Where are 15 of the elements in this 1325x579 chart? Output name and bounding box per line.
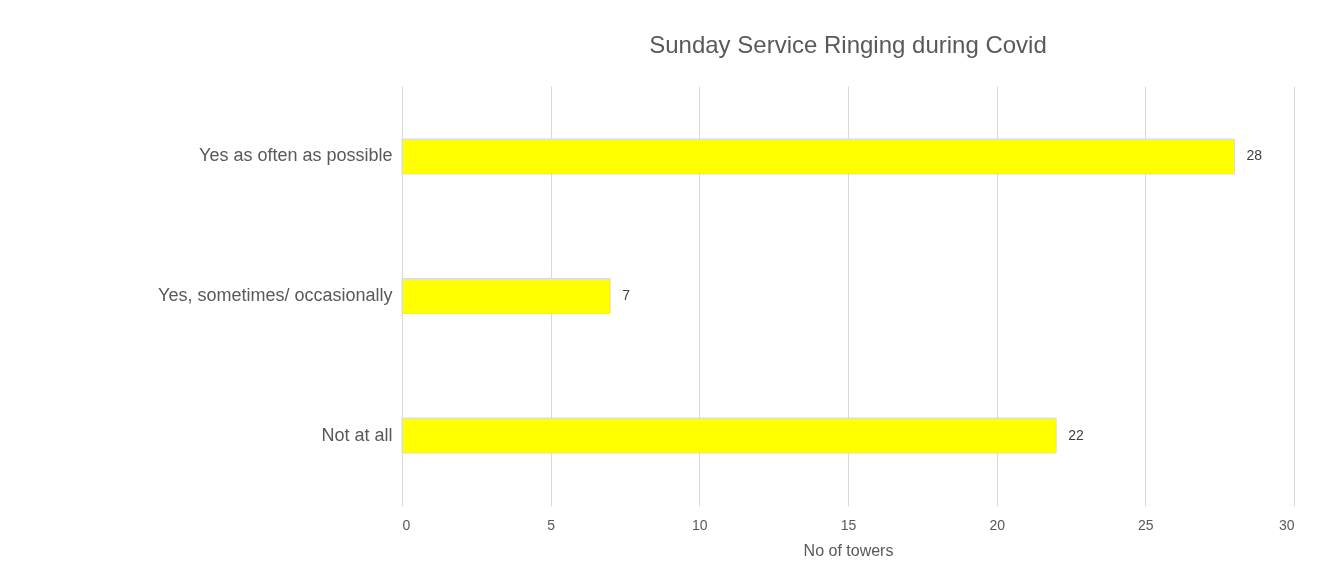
x-axis-title: No of towers — [803, 541, 894, 559]
data-label: 22 — [1068, 426, 1084, 443]
chart-title: Sunday Service Ringing during Covid — [649, 31, 1047, 58]
x-tick-label: 25 — [1138, 516, 1154, 533]
y-tick-label: Yes as often as possible — [199, 145, 393, 166]
x-tick-label: 30 — [1278, 516, 1295, 533]
x-tick-label: 20 — [989, 516, 1006, 533]
data-label: 7 — [622, 287, 631, 303]
y-tick-label: Not at all — [321, 424, 393, 445]
data-label: 28 — [1246, 147, 1263, 164]
x-tick-label: 5 — [547, 516, 556, 533]
y-tick-label: Yes, sometimes/ occasionally — [158, 285, 393, 305]
x-tick-label: 0 — [402, 516, 411, 533]
x-tick-label: 15 — [840, 516, 857, 533]
x-tick-label: 10 — [692, 516, 708, 533]
